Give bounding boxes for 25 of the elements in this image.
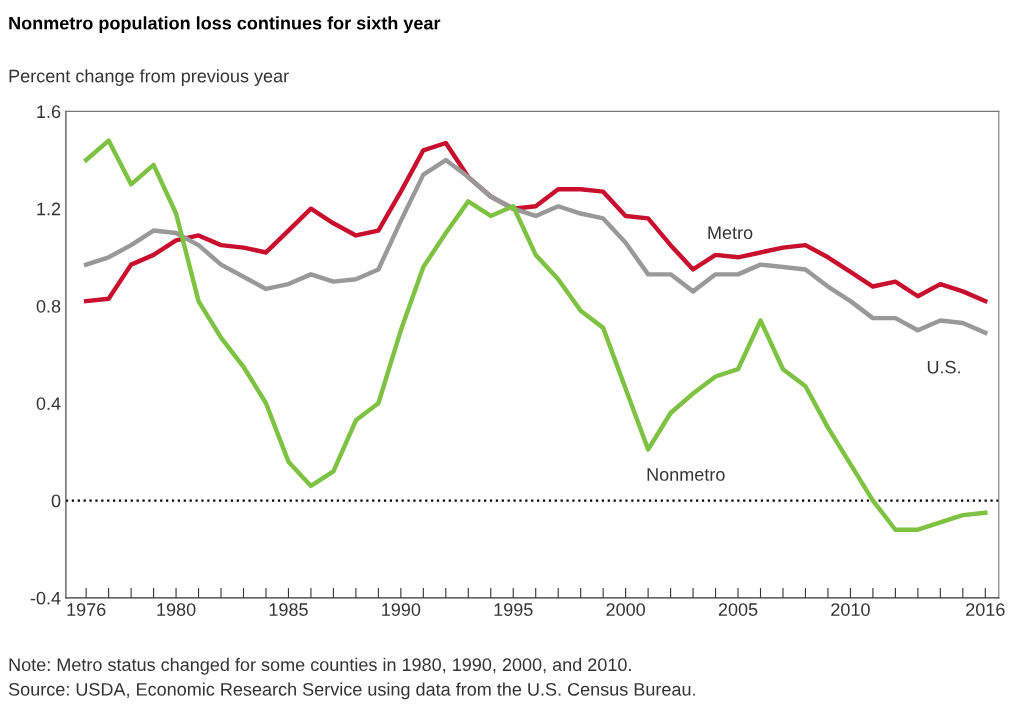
y-tick-label: 0 [51,494,61,508]
chart-title: Nonmetro population loss continues for sixth year [9,16,441,34]
x-tick-label: 1980 [157,603,196,616]
x-tick-label: 2016 [966,603,1005,616]
x-tick-label: 1985 [269,603,308,616]
line-series [83,138,988,532]
text: Note: Metro status changed for some counties in 1980, 1990, 2000, and 2010. [9,657,631,675]
x-tick-label: 1990 [382,603,421,616]
y-tick-label: 0.4 [36,397,61,410]
y-tick-label: 1.2 [37,202,61,216]
x-tick-label: 2005 [718,603,758,616]
x-tick-label: 2000 [606,603,646,616]
y-tick-label: -0.4 [30,591,61,605]
line-series [83,157,988,335]
x-tick-label: 2010 [831,603,870,616]
x-tick-label: 1995 [494,603,533,616]
line-series [83,140,988,304]
y-tick-label: 0.8 [36,299,61,313]
x-tick-label: 1976 [67,603,106,616]
source-note: Source: USDA, Economic Research Service using data from the U.S. Census Bureau. [8,682,695,700]
series-label: Metro [708,226,753,240]
y-axis-title: Percent change from previous year [9,69,289,86]
series-label: Nonmetro [647,468,725,481]
y-tick-label: 1.6 [37,105,61,119]
series-label: U.S. [927,360,960,374]
